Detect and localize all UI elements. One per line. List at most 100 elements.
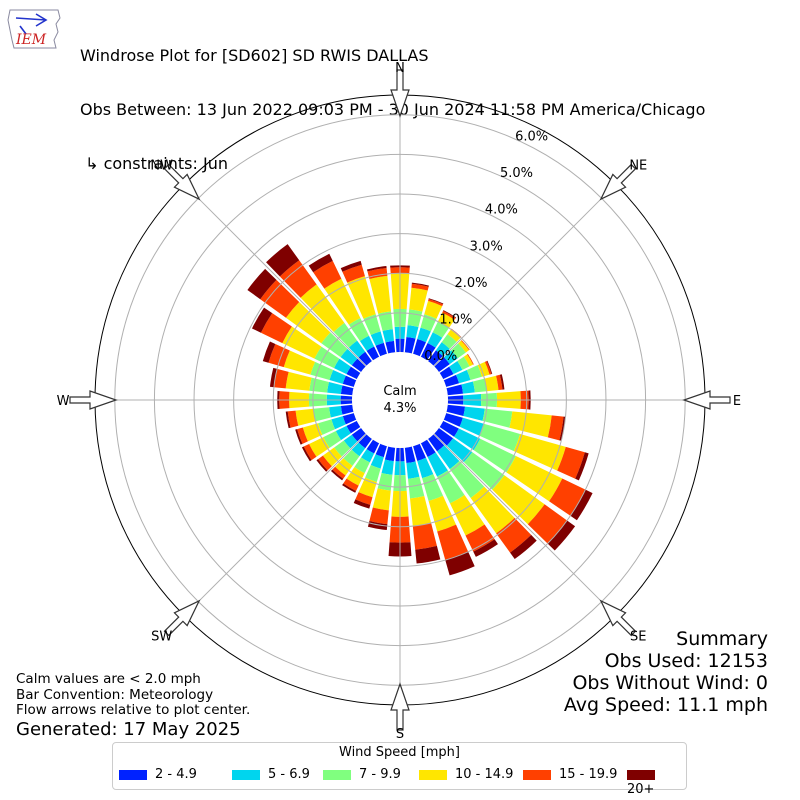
- bar-10-0: [404, 336, 416, 354]
- bar-320-2: [333, 322, 358, 348]
- bar-310-2: [321, 332, 348, 358]
- bar-190-1: [381, 459, 394, 475]
- bar-70-4: [484, 361, 492, 375]
- bar-150-3: [449, 495, 485, 536]
- legend-label-0: 2 - 4.9: [155, 767, 197, 782]
- legend-item-0: 2 - 4.9: [119, 767, 197, 783]
- bar-120-4: [549, 478, 586, 516]
- bar-130-5: [547, 520, 576, 551]
- bar-110-3: [513, 433, 566, 471]
- bar-80-3: [484, 375, 499, 392]
- bar-140-3: [470, 486, 515, 534]
- legend-swatch-3: [419, 769, 447, 780]
- bar-240-2: [323, 431, 342, 448]
- bar-290-5: [262, 341, 276, 363]
- summary-avg-speed: Avg Speed: 11.1 mph: [563, 694, 768, 716]
- bar-160-1: [417, 457, 434, 479]
- bar-160-5: [445, 551, 475, 576]
- bar-30-4: [442, 310, 456, 320]
- bar-40-2: [441, 334, 457, 349]
- bar-300-3: [282, 326, 322, 359]
- bar-210-2: [354, 457, 370, 474]
- bar-230-5: [316, 459, 328, 472]
- bar-310-1: [340, 348, 358, 366]
- bar-130-2: [463, 452, 505, 490]
- logo-text: IEM: [15, 32, 47, 48]
- bar-200-4: [355, 492, 373, 505]
- bar-300-2: [314, 346, 340, 369]
- bar-230-0: [351, 427, 366, 442]
- bar-10-3: [409, 287, 428, 312]
- bar-20-5: [428, 298, 444, 305]
- bar-250-2: [318, 419, 335, 435]
- bar-130-0: [434, 427, 454, 446]
- bar-130-4: [527, 504, 568, 544]
- bar-220-4: [332, 466, 346, 479]
- direction-label-S: S: [396, 727, 404, 742]
- bar-110-5: [575, 452, 589, 481]
- flow-arrow-E: [682, 390, 731, 410]
- bar-160-2: [422, 474, 444, 502]
- legend-item-5: 20+: [627, 767, 686, 797]
- summary-box: Summary Obs Used: 12153 Obs Without Wind…: [564, 628, 768, 716]
- bar-350-0: [385, 340, 396, 354]
- bar-320-1: [348, 340, 366, 358]
- bar-30-1: [427, 332, 443, 348]
- bar-10-1: [406, 325, 419, 339]
- calm-value: 4.3%: [383, 401, 416, 416]
- direction-label-SW: SW: [151, 629, 172, 644]
- wind-arrow-icon: [15, 13, 48, 35]
- bar-120-1: [454, 428, 481, 451]
- bar-320-5: [266, 244, 300, 277]
- bar-260-2: [313, 407, 331, 422]
- flow-arrow-SW: [163, 599, 201, 637]
- bar-80-4: [496, 374, 503, 390]
- bar-100-1: [463, 406, 485, 421]
- bar-280-5: [269, 367, 278, 388]
- radial-tick-label-2: 2.0%: [455, 276, 488, 291]
- bar-140-2: [449, 461, 485, 498]
- bar-20-1: [417, 327, 431, 343]
- bar-80-2: [472, 378, 487, 393]
- bar-100-4: [547, 415, 564, 441]
- bar-20-0: [412, 339, 426, 357]
- bar-320-3: [300, 284, 345, 332]
- title-line-station: Windrose Plot for [SD602] SD RWIS DALLAS: [80, 46, 429, 65]
- bar-50-3: [458, 340, 470, 353]
- bar-70-3: [477, 361, 490, 377]
- bar-240-5: [301, 446, 312, 462]
- radial-tick-label-3: 3.0%: [470, 239, 503, 254]
- bar-80-0: [446, 384, 464, 396]
- summary-obs-used: Obs Used: 12153: [604, 650, 768, 672]
- bar-230-4: [318, 455, 332, 471]
- bar-290-0: [342, 375, 357, 388]
- radial-tick-label-6: 6.0%: [515, 130, 548, 145]
- bar-310-4: [260, 279, 300, 318]
- calm-circle: [352, 352, 448, 448]
- legend-label-2: 7 - 9.9: [359, 767, 401, 782]
- legend-item-4: 15 - 19.9: [523, 767, 617, 783]
- bar-170-5: [415, 545, 441, 564]
- radial-tick-label-1: 1.0%: [439, 312, 472, 327]
- bar-60-4: [467, 353, 474, 365]
- bar-210-0: [366, 439, 380, 454]
- bar-340-5: [340, 260, 362, 272]
- legend-label-4: 15 - 19.9: [559, 767, 618, 782]
- bar-60-1: [449, 361, 463, 375]
- bar-230-1: [343, 434, 358, 449]
- bar-100-3: [509, 411, 552, 438]
- flow-arrow-N: [390, 69, 410, 118]
- bar-250-1: [331, 416, 346, 430]
- bar-140-0: [427, 434, 445, 452]
- iowa-state-outline-icon: [7, 9, 61, 49]
- bar-150-1: [427, 452, 448, 477]
- direction-label-SE: SE: [630, 629, 646, 644]
- bar-190-3: [372, 488, 391, 511]
- bar-190-4: [369, 507, 389, 525]
- iem-logo: IEM: [7, 9, 61, 49]
- title-line-constraints: ↳ constraints: Jun: [80, 154, 228, 173]
- flow-arrow-S: [390, 682, 410, 731]
- bar-280-3: [285, 371, 312, 391]
- bar-350-3: [369, 275, 391, 314]
- legend-label-5: 20+: [627, 782, 655, 797]
